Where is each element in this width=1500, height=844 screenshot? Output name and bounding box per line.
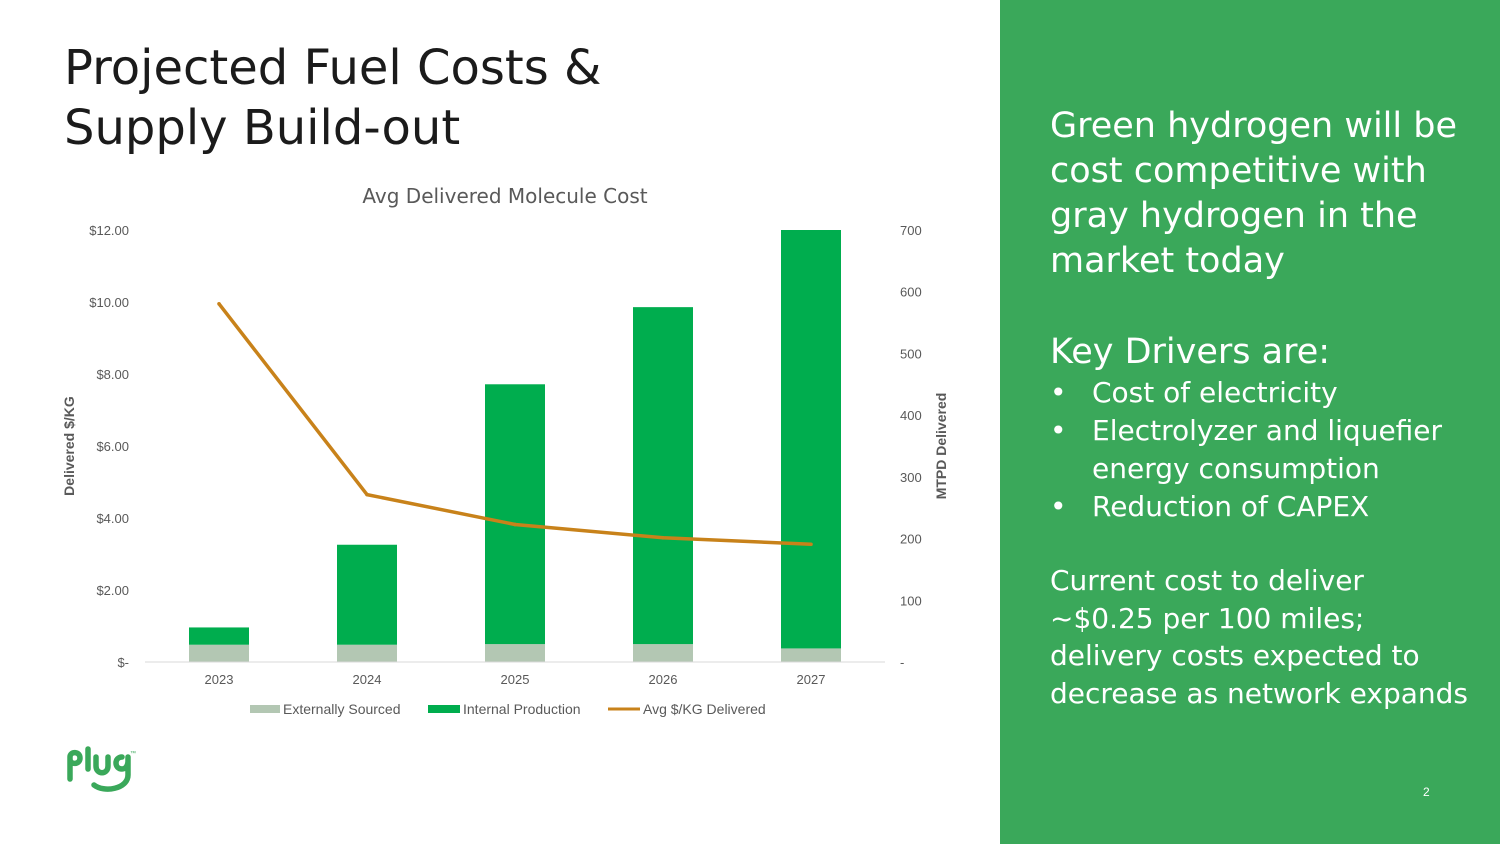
bar-externally-sourced — [189, 644, 249, 662]
chart-title: Avg Delivered Molecule Cost — [362, 184, 647, 208]
x-tick-label: 2024 — [353, 672, 382, 687]
headline-text: Green hydrogen will be cost competitive … — [1050, 106, 1457, 281]
y-right-tick-label: 200 — [900, 532, 922, 547]
legend-label: Externally Sourced — [283, 701, 401, 717]
driver-item: • Electrolyzer and liquefier energy consu… — [1050, 412, 1480, 488]
plug-logo-mark: ™ — [67, 746, 136, 792]
y-left-axis-title: Delivered $/KG — [61, 396, 77, 496]
line-point — [809, 542, 813, 547]
bullet-icon: • — [1050, 414, 1067, 447]
bar-externally-sourced — [633, 644, 693, 662]
slide-title: Projected Fuel Costs & Supply Build-out — [64, 38, 964, 158]
y-left-tick-label: $- — [117, 655, 129, 670]
y-left-tick-label: $8.00 — [96, 367, 129, 382]
y-left-tick-label: $4.00 — [96, 511, 129, 526]
legend-swatch — [428, 705, 460, 713]
line-point — [661, 536, 665, 540]
line-point — [365, 492, 369, 497]
fuel-cost-chart: Avg Delivered Molecule Cost $- $2.00 $4.00 $… — [0, 170, 1000, 730]
driver-item-label: Reduction of CAPEX — [1092, 490, 1370, 523]
bar-externally-sourced — [781, 648, 841, 662]
bar-externally-sourced — [485, 644, 545, 662]
legend-swatch — [250, 705, 280, 713]
driver-item: • Reduction of CAPEX — [1050, 488, 1480, 526]
cost-note: Current cost to deliver ~$0.25 per 100 m… — [1050, 564, 1468, 710]
y-right-tick-label: 300 — [900, 470, 922, 485]
key-message-panel: Green hydrogen will be cost competitive … — [1000, 0, 1500, 844]
slide-title-line2: Supply Build-out — [64, 100, 461, 156]
legend-label: Internal Production — [463, 701, 581, 717]
y-right-tick-label: 500 — [900, 346, 922, 361]
y-right-tick-label: 700 — [900, 223, 922, 238]
x-tick-label: 2025 — [501, 672, 530, 687]
bar-externally-sourced — [337, 644, 397, 662]
line-point — [513, 522, 517, 527]
page-number: 2 — [1423, 785, 1430, 799]
drivers-list: • Cost of electricity • Electrolyzer and l… — [1050, 374, 1480, 526]
bar-internal-production — [189, 627, 249, 645]
bar-internal-production — [485, 384, 545, 645]
bullet-icon: • — [1050, 376, 1067, 409]
drivers-heading: Key Drivers are: — [1050, 332, 1331, 372]
chart-svg: Avg Delivered Molecule Cost $- $2.00 $4.00 $… — [61, 184, 949, 717]
y-right-tick-label: 400 — [900, 408, 922, 423]
y-left-tick-label: $2.00 — [96, 583, 129, 598]
plug-logo: ™ — [64, 745, 136, 807]
driver-item-label: Cost of electricity — [1092, 376, 1338, 409]
x-tick-label: 2026 — [649, 672, 678, 687]
driver-item-label: Electrolyzer and liquefier energy consum… — [1092, 414, 1443, 485]
y-left-tick-label: $6.00 — [96, 439, 129, 454]
x-tick-label: 2027 — [797, 672, 826, 687]
y-right-tick-label: - — [900, 655, 904, 670]
svg-text:™: ™ — [130, 750, 136, 757]
x-tick-label: 2023 — [205, 672, 234, 687]
driver-item: • Cost of electricity — [1050, 374, 1480, 412]
line-point — [217, 302, 221, 306]
y-right-axis-title: MTPD Delivered — [933, 393, 949, 500]
bar-internal-production — [337, 544, 397, 645]
bar-internal-production — [781, 230, 841, 649]
y-left-tick-label: $12.00 — [89, 223, 129, 238]
y-right-tick-label: 600 — [900, 285, 922, 300]
bar-internal-production — [633, 307, 693, 645]
y-left-tick-label: $10.00 — [89, 295, 129, 310]
bullet-icon: • — [1050, 490, 1067, 523]
legend-label: Avg $/KG Delivered — [643, 701, 766, 717]
y-right-tick-label: 100 — [900, 593, 922, 608]
slide-title-line1: Projected Fuel Costs & — [64, 40, 602, 96]
